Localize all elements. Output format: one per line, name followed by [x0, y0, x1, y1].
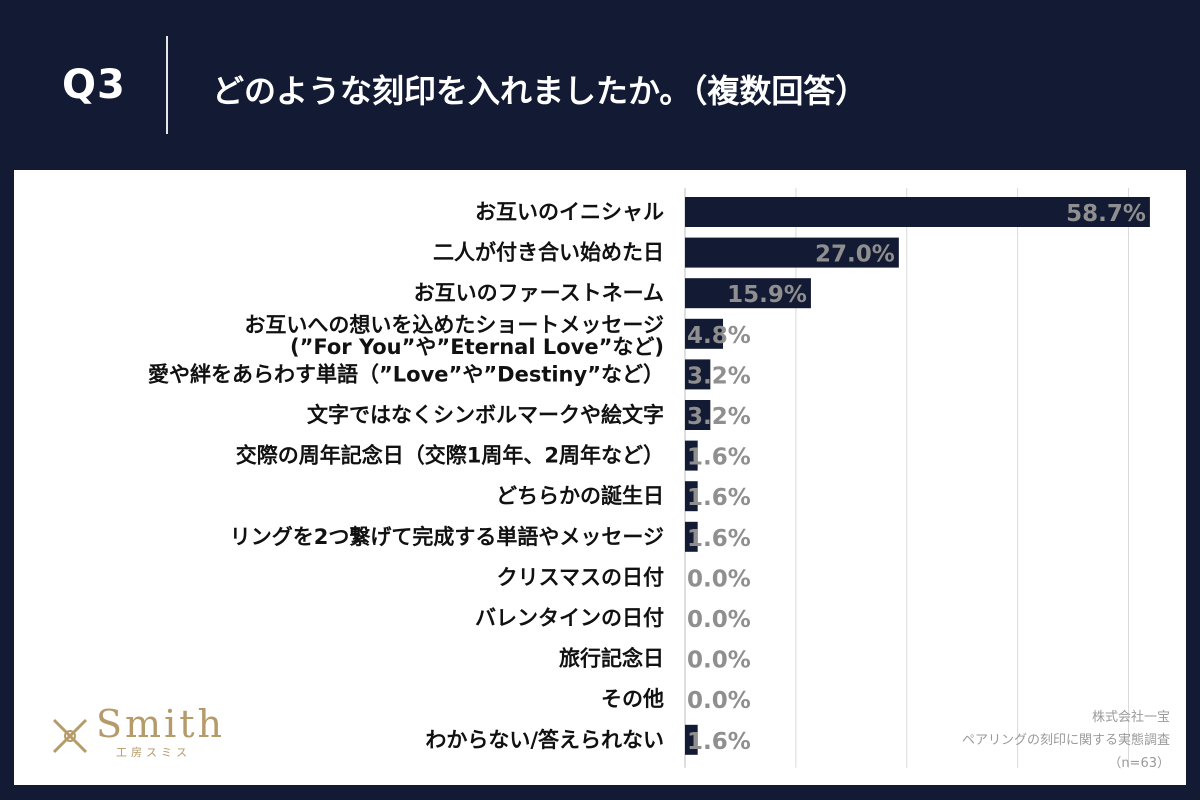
- category-label: リングを2つ繋げて完成する単語やメッセージ: [230, 525, 664, 549]
- value-label: 0.0%: [687, 688, 751, 714]
- category-label: お互いのファーストネーム: [414, 281, 664, 305]
- category-label: クリスマスの日付: [497, 565, 664, 589]
- bar: [685, 359, 711, 390]
- value-label: 0.0%: [687, 648, 751, 674]
- logo-icon: [52, 718, 88, 754]
- category-label: お互いへの想いを込めたショートメッセージ: [244, 313, 664, 337]
- category-label: 愛や絆をあらわす単語（”Love”や”Destiny”など）: [148, 362, 664, 386]
- value-label: 1.6%: [687, 445, 751, 471]
- source-note: 株式会社一宝 ペアリングの刻印に関する実態調査 （n=63）: [962, 706, 1170, 775]
- value-label: 15.9%: [727, 282, 807, 308]
- source-survey: ペアリングの刻印に関する実態調査: [961, 733, 1170, 748]
- value-label: 3.2%: [687, 363, 751, 389]
- chart-panel: お互いのイニシャル二人が付き合い始めた日お互いのファーストネームお互いへの想いを…: [14, 170, 1186, 785]
- category-label: 文字ではなくシンボルマークや絵文字: [307, 403, 664, 427]
- chart-grid: [684, 188, 1130, 768]
- value-label: 0.0%: [687, 566, 751, 592]
- logo-subtitle: 工房スミス: [116, 746, 191, 759]
- value-label: 1.6%: [687, 729, 751, 755]
- category-labels: お互いのイニシャル二人が付き合い始めた日お互いのファーストネームお互いへの想いを…: [148, 200, 664, 752]
- value-label: 3.2%: [687, 404, 751, 430]
- category-label: バレンタインの日付: [475, 606, 664, 630]
- value-label: 1.6%: [687, 526, 751, 552]
- bar: [685, 197, 1150, 227]
- category-label: (”For You”や”Eternal Love”など): [290, 335, 664, 359]
- bar-chart: お互いのイニシャル二人が付き合い始めた日お互いのファーストネームお互いへの想いを…: [148, 188, 1150, 768]
- logo-name: Smith: [96, 702, 225, 746]
- value-label: 0.0%: [687, 607, 751, 633]
- value-labels: 58.7% 27.0% 15.9% 4.8% 3.2% 3.2% 1.6% 1.6% 1.6% 0…: [687, 201, 1146, 755]
- bar: [685, 440, 698, 471]
- chart-bars: [685, 197, 1150, 755]
- question-number: Q3: [62, 62, 126, 108]
- bar: [685, 400, 711, 430]
- bar: [685, 724, 698, 755]
- bar: [685, 521, 698, 552]
- value-label: 58.7%: [1066, 201, 1146, 227]
- bar: [685, 318, 724, 349]
- category-label: 旅行記念日: [559, 647, 664, 671]
- category-label: その他: [601, 687, 664, 711]
- category-label: 二人が付き合い始めた日: [433, 241, 664, 265]
- question-title: どのような刻印を入れましたか。（複数回答）: [212, 72, 868, 110]
- category-label: どちらかの誕生日: [496, 484, 664, 508]
- category-label: お互いのイニシャル: [475, 200, 664, 224]
- header-divider: [166, 36, 168, 134]
- source-company: 株式会社一宝: [1091, 710, 1170, 725]
- value-label: 1.6%: [687, 485, 751, 511]
- bar: [685, 278, 811, 309]
- category-label: 交際の周年記念日（交際1周年、2周年など）: [236, 444, 664, 468]
- header: Q3 どのような刻印を入れましたか。（複数回答）: [0, 0, 1200, 170]
- value-label: 4.8%: [687, 323, 751, 349]
- value-label: 27.0%: [815, 242, 895, 268]
- source-sample: （n=63）: [1108, 756, 1170, 771]
- bar: [685, 481, 698, 512]
- bar: [685, 237, 899, 268]
- category-label: わからない/答えられない: [425, 728, 664, 752]
